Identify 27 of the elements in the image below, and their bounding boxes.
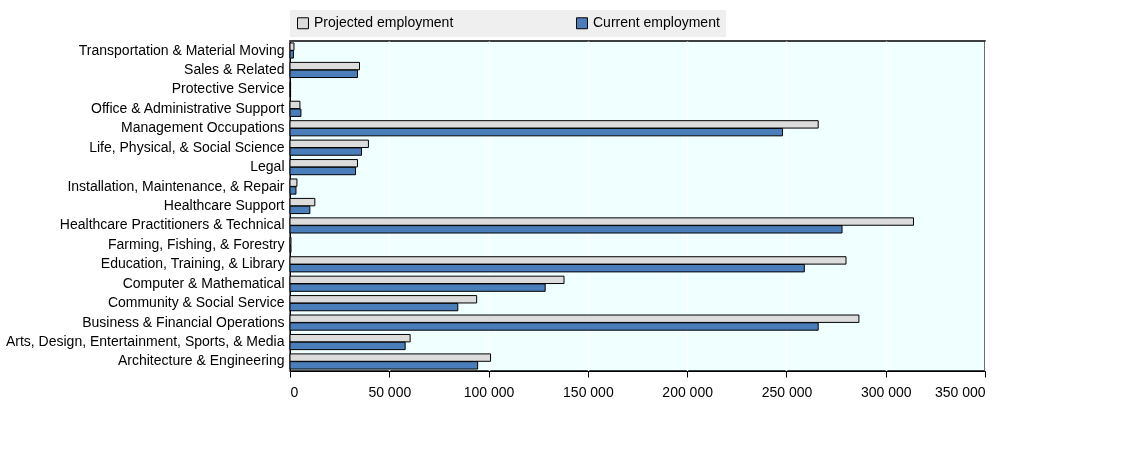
y-tick-label: Sales & Related [184, 60, 285, 77]
x-tick-label: 150 000 [563, 383, 614, 400]
y-tick-label: Legal [250, 158, 285, 175]
y-tick-label: Community & Social Service [107, 294, 285, 311]
y-tick-label: Transportation & Material Moving [78, 41, 285, 58]
y-tick-label: Office & Administrative Support [91, 99, 285, 116]
x-tick-label: 300 000 [860, 383, 912, 400]
x-tick-label: 50 000 [368, 383, 412, 400]
x-tick-label: 250 000 [761, 383, 813, 400]
y-tick-label: Life, Physical, & Social Science [89, 138, 285, 155]
x-tick-label: 350 000 [934, 383, 986, 400]
y-tick-label: Arts, Design, Entertainment, Sports, & Media [5, 333, 285, 350]
y-tick-label: Protective Service [171, 80, 285, 97]
y-tick-label: Education, Training, & Library [100, 255, 285, 272]
y-tick-label: Management Occupations [121, 119, 285, 136]
y-tick-label: Computer & Mathematical [122, 274, 285, 291]
y-tick-label: Farming, Fishing, & Forestry [107, 235, 285, 252]
y-tick-label: Healthcare Support [163, 197, 285, 213]
y-tick-label: Installation, Maintenance, & Repair [67, 177, 285, 194]
y-tick-label: Architecture & Engineering [117, 352, 285, 369]
legend-label: Current employment [593, 14, 720, 31]
y-tick-label: Business & Financial Operations [82, 313, 285, 330]
x-tick-label: 200 000 [662, 383, 714, 400]
x-tick-label: 100 000 [463, 383, 515, 400]
y-tick-label: Healthcare Practitioners & Technical [59, 216, 285, 233]
x-tick-label: 0 [290, 383, 299, 400]
legend-label: Projected employment [314, 14, 454, 31]
